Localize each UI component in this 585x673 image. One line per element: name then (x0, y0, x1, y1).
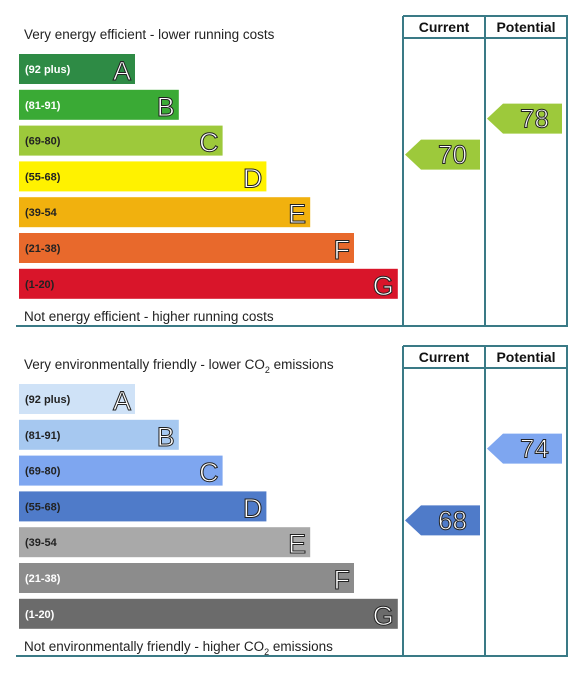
band-bar-b (19, 89, 179, 120)
band-letter-a: A (113, 386, 131, 416)
band-range-g: (1-20) (25, 609, 55, 621)
band-range-a: (92 plus) (25, 394, 71, 406)
band-bar-c (19, 125, 223, 156)
band-bar-f (19, 233, 354, 263)
band-letter-c: C (199, 458, 219, 488)
band-letter-d: D (243, 493, 263, 523)
band-letter-f: F (334, 235, 351, 265)
band-letter-g: G (373, 271, 394, 301)
band-bar-e (19, 197, 311, 228)
band-range-b: (81-91) (25, 430, 61, 442)
environmental-impact-svg: Current Potential Very environmentally fri… (16, 345, 568, 657)
band-letter-f: F (334, 565, 351, 595)
band-range-f: (21-38) (25, 573, 61, 585)
current-rating-value: 70 (438, 140, 467, 170)
band-letter-c: C (199, 128, 219, 158)
band-bar-g (19, 598, 398, 629)
potential-column-header: Potential (496, 349, 555, 365)
energy-efficiency-svg: Current Potential Very energy efficient - … (16, 15, 568, 327)
band-letter-b: B (157, 422, 175, 452)
energy-efficiency-chart: Current Potential Very energy efficient - … (14, 14, 570, 330)
band-bar-g (19, 268, 398, 299)
band-letter-d: D (243, 163, 263, 193)
potential-column-header: Potential (496, 19, 555, 35)
band-range-c: (69-80) (25, 466, 61, 478)
band-bar-a (19, 384, 135, 414)
band-range-e: (39-54 (25, 537, 58, 549)
band-bar-a (19, 54, 135, 84)
band-letter-a: A (113, 56, 131, 86)
band-bar-e (19, 527, 311, 558)
top-caption: Very energy efficient - lower running co… (24, 27, 275, 42)
current-rating-arrow (405, 139, 480, 170)
potential-rating-arrow (487, 433, 562, 464)
environmental-impact-chart: Current Potential Very environmentally fri… (14, 344, 570, 660)
band-bar-d (19, 491, 267, 522)
band-range-g: (1-20) (25, 279, 55, 291)
current-rating-arrow (405, 505, 480, 536)
bottom-caption: Not environmentally friendly - higher CO… (24, 639, 333, 657)
band-range-d: (55-68) (25, 171, 61, 183)
band-bar-b (19, 419, 179, 450)
band-bar-f (19, 563, 354, 593)
band-range-e: (39-54 (25, 207, 58, 219)
band-range-d: (55-68) (25, 501, 61, 513)
band-range-c: (69-80) (25, 136, 61, 148)
band-letter-b: B (157, 92, 175, 122)
band-bar-d (19, 161, 267, 192)
potential-rating-value: 74 (520, 434, 549, 464)
band-range-b: (81-91) (25, 100, 61, 112)
potential-rating-arrow (487, 103, 562, 134)
band-letter-e: E (288, 529, 306, 559)
bottom-caption: Not energy efficient - higher running co… (24, 309, 274, 324)
current-column-header: Current (419, 349, 470, 365)
current-column-header: Current (419, 19, 470, 35)
band-range-a: (92 plus) (25, 64, 71, 76)
band-letter-e: E (288, 199, 306, 229)
top-caption: Very environmentally friendly - lower CO… (24, 357, 334, 375)
current-rating-value: 68 (438, 505, 467, 535)
band-range-f: (21-38) (25, 243, 61, 255)
band-letter-g: G (373, 601, 394, 631)
band-bar-c (19, 455, 223, 486)
potential-rating-value: 78 (520, 104, 549, 134)
